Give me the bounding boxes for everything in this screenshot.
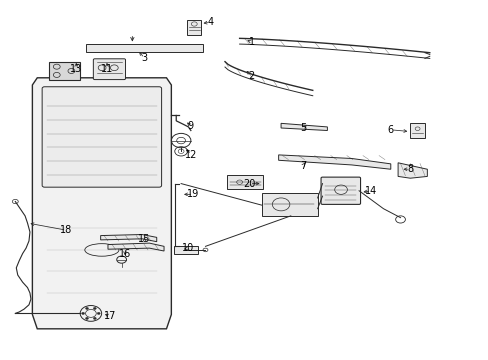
Text: 14: 14 <box>365 186 377 196</box>
Text: 3: 3 <box>141 53 147 63</box>
Circle shape <box>93 317 96 319</box>
FancyBboxPatch shape <box>321 177 360 204</box>
Text: 18: 18 <box>61 225 73 235</box>
Circle shape <box>81 312 84 315</box>
Text: 5: 5 <box>299 123 305 133</box>
Text: 13: 13 <box>70 64 82 74</box>
Polygon shape <box>397 163 427 178</box>
Bar <box>261 193 317 216</box>
Text: 11: 11 <box>101 64 113 74</box>
Bar <box>409 123 424 138</box>
Text: 16: 16 <box>119 248 131 258</box>
Text: 1: 1 <box>248 37 254 47</box>
Bar <box>173 246 198 253</box>
Bar <box>49 62 80 80</box>
Polygon shape <box>32 78 171 329</box>
Text: 19: 19 <box>187 189 199 199</box>
Text: 17: 17 <box>104 311 116 321</box>
Circle shape <box>97 312 100 315</box>
Polygon shape <box>281 123 327 131</box>
Text: 6: 6 <box>387 125 393 135</box>
Bar <box>227 175 262 189</box>
FancyBboxPatch shape <box>93 59 125 80</box>
Polygon shape <box>108 243 163 251</box>
Bar <box>86 44 203 51</box>
Text: 15: 15 <box>138 234 150 244</box>
Text: 20: 20 <box>243 179 255 189</box>
Text: 4: 4 <box>207 17 213 27</box>
Bar <box>187 20 201 35</box>
Text: 9: 9 <box>187 121 194 131</box>
Text: 8: 8 <box>407 164 412 174</box>
Text: 12: 12 <box>184 150 197 160</box>
Polygon shape <box>101 234 157 242</box>
Text: 7: 7 <box>299 161 305 171</box>
Text: 10: 10 <box>182 243 194 253</box>
Circle shape <box>93 307 96 310</box>
Polygon shape <box>278 155 390 169</box>
FancyBboxPatch shape <box>42 87 161 187</box>
Circle shape <box>85 307 88 310</box>
Text: 2: 2 <box>248 71 254 81</box>
Circle shape <box>85 317 88 319</box>
